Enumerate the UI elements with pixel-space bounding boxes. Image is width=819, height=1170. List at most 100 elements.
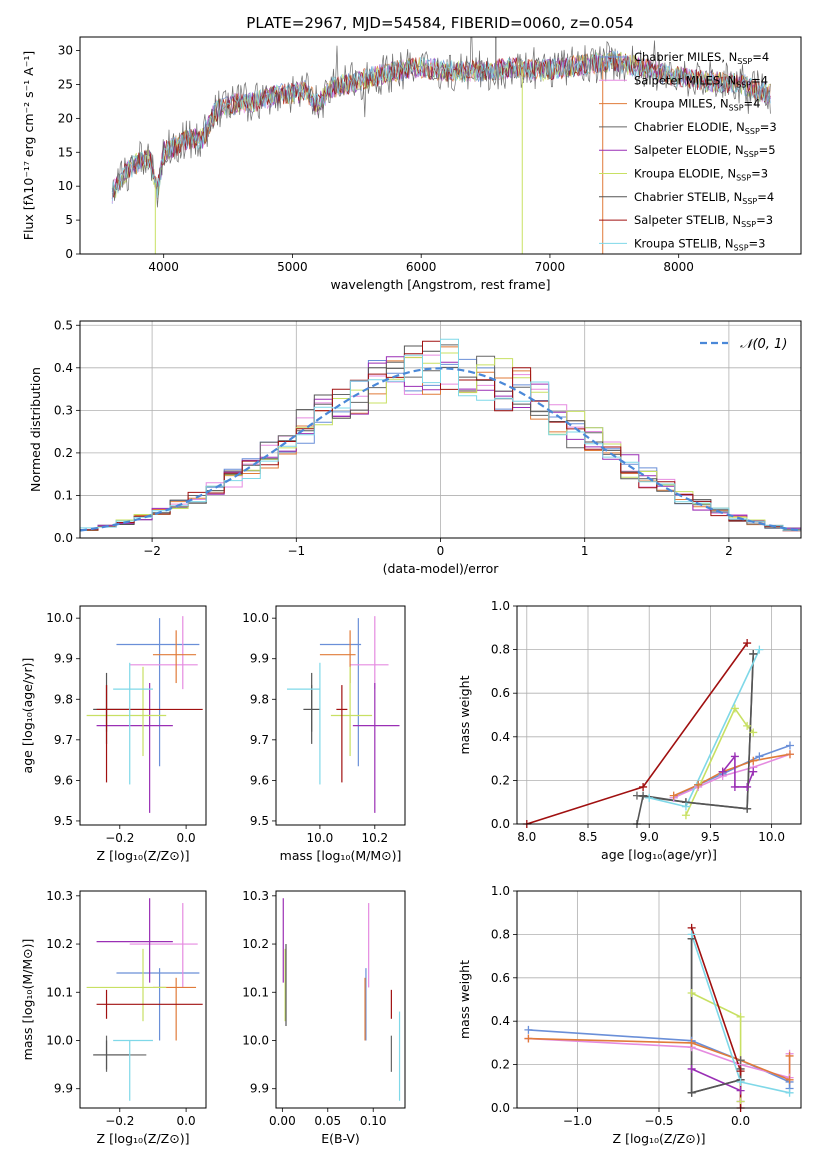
weight-vs-age-panel: 8.0 8.5 9.0 9.5 10.0 0.0 0.2 0.4 0.6 0.8 1.0 age [l… xyxy=(457,599,802,862)
age-vs-mass-panel: 10.0 10.2 9.5 9.6 9.7 9.8 9.9 10.0 mass [log₁₀(M… xyxy=(242,605,406,863)
y-tick-label: 9.5 xyxy=(250,814,269,828)
weight-marker xyxy=(736,1077,745,1086)
y-tick-label: 0.1 xyxy=(54,488,73,502)
x-tick-label: 8.0 xyxy=(517,830,536,844)
x-tick-label: 10.0 xyxy=(758,830,785,844)
y-tick-label: 1.0 xyxy=(491,599,510,613)
weight-marker xyxy=(687,1038,696,1047)
spectrum-panel: 4000 5000 6000 7000 8000 0 5 10 15 20 25 30 waveleng… xyxy=(21,36,802,292)
y-tick-label: 10.0 xyxy=(242,611,269,625)
x-tick-label: −0.2 xyxy=(105,831,134,845)
x-tick-label: 1 xyxy=(581,544,589,558)
y-tick-label: 0.3 xyxy=(54,403,73,417)
x-axis-label: age [log₁₀(age/yr)] xyxy=(601,847,717,862)
x-tick-label: −1 xyxy=(287,544,305,558)
weight-marker xyxy=(669,791,678,800)
x-tick-label: 9.0 xyxy=(640,830,659,844)
weight-marker xyxy=(743,804,752,813)
legend-entry: Kroupa ELODIE, NSSP=3 xyxy=(634,167,768,183)
x-tick-label: 0.05 xyxy=(314,1114,341,1128)
y-tick-label: 9.9 xyxy=(54,1082,73,1096)
y-tick-label: 0.5 xyxy=(54,318,73,332)
y-tick-label: 0.4 xyxy=(54,361,73,375)
weight-marker xyxy=(687,988,696,997)
y-tick-label: 0.2 xyxy=(491,773,510,787)
weight-marker xyxy=(524,1025,533,1034)
weight-marker xyxy=(755,752,764,761)
x-tick-label: −1.0 xyxy=(563,1114,592,1128)
y-tick-label: 10.0 xyxy=(242,1033,269,1047)
figure-title: PLATE=2967, MJD=54584, FIBERID=0060, z=0… xyxy=(246,14,633,32)
y-tick-label: 15 xyxy=(58,145,73,159)
weight-series-4 xyxy=(690,938,742,1094)
weight-marker xyxy=(687,1088,696,1097)
y-tick-label: 0.0 xyxy=(491,1101,510,1115)
legend-entry: Kroupa STELIB, NSSP=3 xyxy=(634,236,765,252)
x-axis-label: mass [log₁₀(M/M⊙)] xyxy=(280,848,402,863)
weight-marker xyxy=(749,767,758,776)
y-tick-label: 5 xyxy=(65,213,73,227)
y-tick-label: 0.0 xyxy=(54,531,73,545)
y-tick-label: 9.7 xyxy=(54,733,73,747)
x-tick-label: 7000 xyxy=(535,260,566,274)
x-tick-label: 0.0 xyxy=(731,1114,750,1128)
y-tick-label: 9.6 xyxy=(250,773,269,787)
weight-vs-metallicity-panel: −1.0 −0.5 0.0 0.0 0.2 0.4 0.6 0.8 1.0 Z [log₁₀(Z/… xyxy=(457,884,802,1146)
y-tick-label: 0.8 xyxy=(491,927,510,941)
x-tick-label: 6000 xyxy=(406,260,437,274)
mass-vs-metallicity-panel: −0.2 0.0 9.9 10.0 10.1 10.2 10.3 Z [log₁₀(Z/Z⊙)… xyxy=(20,889,207,1146)
x-axis-label: (data-model)/error xyxy=(383,561,500,576)
weight-series-5 xyxy=(691,1068,742,1102)
y-tick-label: 0.2 xyxy=(54,446,73,460)
weight-marker xyxy=(730,704,739,713)
weight-marker xyxy=(736,1067,745,1076)
y-tick-label: 9.9 xyxy=(54,652,73,666)
spectrum-line-7 xyxy=(111,37,771,208)
weight-marker xyxy=(749,649,758,658)
age-vs-metallicity-panel: −0.2 0.0 9.5 9.6 9.7 9.8 9.9 10.0 Z [log₁₀(Z/Z⊙)… xyxy=(20,605,207,863)
y-tick-label: 30 xyxy=(58,44,73,58)
mass-vs-ebv-panel: 0.00 0.05 0.10 9.9 10.0 10.1 10.2 10.3 E(B-V) xyxy=(242,889,406,1146)
x-tick-label: 9.5 xyxy=(701,830,720,844)
x-tick-label: 5000 xyxy=(277,260,308,274)
weight-marker xyxy=(687,1064,696,1073)
y-tick-label: 0.6 xyxy=(491,686,510,700)
y-tick-label: 0.4 xyxy=(491,1014,510,1028)
weight-marker xyxy=(785,750,794,759)
y-axis-label: mass weight xyxy=(457,675,472,754)
weight-series-9 xyxy=(649,649,761,808)
y-tick-label: 9.7 xyxy=(250,733,269,747)
histogram-series-9 xyxy=(80,338,801,531)
y-axis-label: age [log₁₀(age/yr)] xyxy=(20,658,35,774)
y-axis-label: mass [log₁₀(M/M⊙)] xyxy=(20,939,35,1061)
legend-entry: Salpeter ELODIE, NSSP=5 xyxy=(634,143,776,159)
axes-frame xyxy=(79,36,802,255)
weight-marker xyxy=(736,1056,745,1065)
legend-entry: 𝒩(0, 1) xyxy=(740,337,787,352)
plot-area xyxy=(86,616,203,813)
weight-marker xyxy=(694,780,703,789)
weight-marker xyxy=(743,782,752,791)
weight-marker xyxy=(749,728,758,737)
x-tick-label: 4000 xyxy=(148,260,179,274)
y-tick-label: 10.2 xyxy=(242,937,269,951)
x-tick-label: −0.2 xyxy=(105,1114,134,1128)
axes-frame xyxy=(275,890,406,1109)
x-tick-label: 0.0 xyxy=(177,831,196,845)
weight-marker xyxy=(749,756,758,765)
weight-series-7 xyxy=(690,938,742,1094)
y-tick-label: 10.0 xyxy=(46,1033,73,1047)
legend-entry: Kroupa MILES, NSSP=4 xyxy=(634,97,760,113)
y-tick-label: 20 xyxy=(58,111,73,125)
normal-curve xyxy=(80,367,801,532)
y-tick-label: 10.0 xyxy=(46,611,73,625)
y-tick-label: 0.4 xyxy=(491,730,510,744)
x-tick-label: 2 xyxy=(725,544,733,558)
x-tick-label: −2 xyxy=(143,544,161,558)
weight-marker xyxy=(639,791,648,800)
legend-entry: Chabrier ELODIE, NSSP=3 xyxy=(634,120,777,136)
y-axis-label: Normed distribution xyxy=(28,367,43,492)
weight-marker xyxy=(785,1088,794,1097)
axes-frame xyxy=(516,890,802,1109)
weight-marker xyxy=(718,767,727,776)
